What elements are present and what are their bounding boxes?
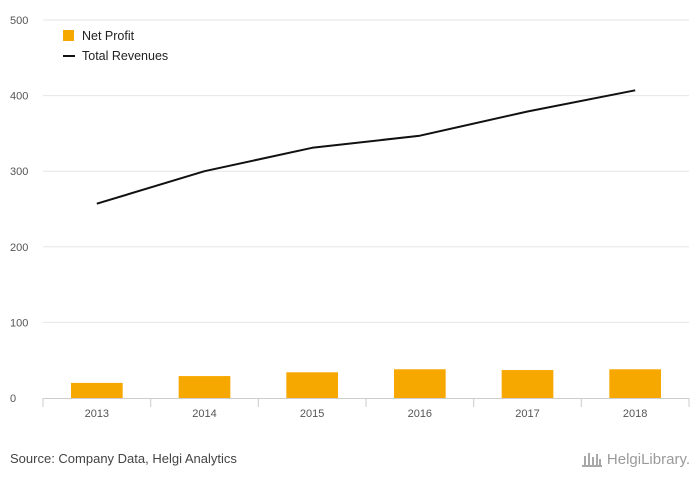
legend-label-total-revenues: Total Revenues xyxy=(82,49,168,63)
line-total-revenues xyxy=(96,89,636,205)
legend-label-net-profit: Net Profit xyxy=(82,29,135,43)
legend-swatch-net-profit xyxy=(63,30,74,41)
library-building-icon xyxy=(581,453,602,467)
y-tick-label: 200 xyxy=(10,242,28,254)
y-tick-label: 100 xyxy=(10,317,28,329)
x-tick-label: 2017 xyxy=(515,408,539,420)
logo-text: HelgiLibrary. xyxy=(606,450,690,468)
y-tick-label: 500 xyxy=(10,15,28,27)
y-tick-label: 300 xyxy=(10,166,28,178)
bar-net-profit xyxy=(393,369,446,398)
x-axis: 2013 2014 2015 2016 2017 2018 xyxy=(42,398,690,420)
x-tick-label: 2016 xyxy=(408,408,432,420)
y-tick-label: 400 xyxy=(10,91,28,103)
bar-net-profit xyxy=(178,376,231,398)
gridlines xyxy=(43,19,689,323)
x-tick-label: 2018 xyxy=(623,408,647,420)
bar-net-profit xyxy=(286,372,339,398)
y-axis-ticks: 0 100 200 300 400 500 xyxy=(10,15,28,405)
x-tick-label: 2015 xyxy=(300,408,324,420)
net-profit-bars xyxy=(70,369,662,398)
source-note: Source: Company Data, Helgi Analytics xyxy=(10,451,237,466)
helgi-library-logo[interactable]: HelgiLibrary. xyxy=(581,448,690,470)
x-tick-label: 2014 xyxy=(192,408,216,420)
y-tick-label: 0 xyxy=(10,393,16,405)
bar-net-profit xyxy=(70,382,123,398)
total-revenues-line-group xyxy=(96,89,636,205)
legend: Net Profit Total Revenues xyxy=(63,29,168,63)
bar-net-profit xyxy=(609,369,662,398)
bar-net-profit xyxy=(501,370,554,398)
x-tick-label: 2013 xyxy=(85,408,109,420)
